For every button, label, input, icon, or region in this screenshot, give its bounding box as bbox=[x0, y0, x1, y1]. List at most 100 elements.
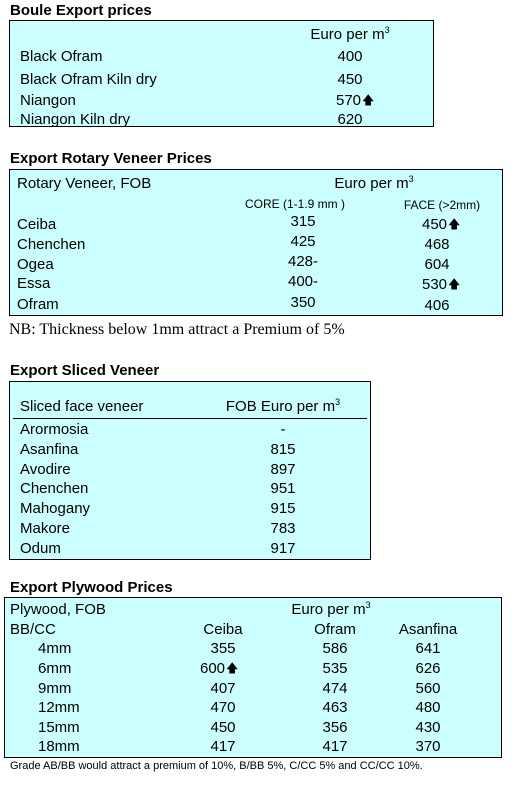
rotary-row-face: 468 bbox=[424, 236, 450, 253]
sliced-row-price: 815 bbox=[270, 441, 296, 458]
rotary-title: Export Rotary Veneer Prices bbox=[10, 150, 212, 167]
boule-unit-sup: 3 bbox=[384, 25, 390, 35]
rotary-row-face: 450 bbox=[422, 216, 448, 233]
sliced-col2-header: FOB Euro per m3 bbox=[226, 397, 340, 416]
sliced-row-name: Mahogany bbox=[20, 500, 91, 517]
rotary-row-name: Essa bbox=[17, 275, 51, 292]
sliced-title: Export Sliced Veneer bbox=[10, 362, 160, 379]
boule-row-price: 620 bbox=[337, 111, 363, 128]
boule-table: Euro per m3 Black Ofram 400 Black Ofram … bbox=[9, 20, 434, 128]
sliced-row-price: 897 bbox=[270, 461, 296, 478]
plywood-note: Grade AB/BB would attract a premium of 1… bbox=[10, 760, 423, 772]
rotary-note: NB: Thickness below 1mm attract a Premiu… bbox=[9, 321, 345, 338]
rotary-row-face: 530 bbox=[422, 276, 448, 293]
sliced-col1-header: Sliced face veneer bbox=[20, 398, 144, 415]
rotary-row-face: 406 bbox=[424, 297, 450, 314]
sliced-header-divider bbox=[13, 418, 367, 419]
plywood-row-asanfina: 370 bbox=[415, 738, 441, 755]
rotary-unit-header: Euro per m3 bbox=[334, 174, 413, 193]
plywood-row-size: 12mm bbox=[38, 699, 80, 716]
rotary-row-name: Ogea bbox=[17, 256, 54, 273]
plywood-row-ceiba: 417 bbox=[210, 738, 236, 755]
plywood-row-ofram: 463 bbox=[322, 699, 348, 716]
rotary-unit-text: Euro per m bbox=[334, 175, 409, 192]
sliced-row-name: Arormosia bbox=[20, 421, 89, 438]
rotary-row-face: 604 bbox=[424, 256, 450, 273]
plywood-unit-text: Euro per m bbox=[291, 601, 366, 618]
boule-row-price: 450 bbox=[337, 71, 363, 88]
up-arrow-icon: 🡅 bbox=[448, 277, 461, 291]
rotary-row-name: Chenchen bbox=[17, 236, 86, 253]
sliced-table: Sliced face veneer FOB Euro per m3 Arorm… bbox=[9, 381, 371, 560]
plywood-row-ceiba-wrap: 600🡅 bbox=[200, 659, 238, 678]
rotary-row-core: 428- bbox=[287, 253, 319, 270]
rotary-core-header: CORE (1-1.9 mm ) bbox=[244, 197, 346, 211]
sliced-row-price: 915 bbox=[270, 500, 296, 517]
boule-row-name: Niangon bbox=[20, 92, 76, 109]
plywood-row-ceiba: 407 bbox=[210, 680, 236, 697]
rotary-row-name: Ceiba bbox=[17, 216, 57, 233]
plywood-unit-header: Euro per m3 bbox=[291, 600, 370, 619]
rotary-row-name: Ofram bbox=[17, 296, 59, 313]
plywood-row-asanfina: 480 bbox=[415, 699, 441, 716]
sliced-col2-sup: 3 bbox=[335, 397, 341, 407]
plywood-row-size: 15mm bbox=[38, 719, 80, 736]
plywood-table: Plywood, FOB Euro per m3 BB/CC Ceiba Ofr… bbox=[4, 597, 502, 758]
plywood-row-ofram: 474 bbox=[322, 680, 348, 697]
rotary-row-core: 315 bbox=[290, 213, 316, 230]
plywood-header: Plywood, FOB bbox=[10, 601, 106, 618]
sliced-row-name: Avodire bbox=[20, 461, 71, 478]
boule-row-price: 570 bbox=[336, 92, 362, 109]
boule-row-price-wrap: 570🡅 bbox=[336, 91, 374, 110]
rotary-row-core: 350 bbox=[290, 294, 316, 311]
plywood-row-asanfina: 641 bbox=[415, 640, 441, 657]
sliced-col2-text: FOB Euro per m bbox=[225, 398, 336, 415]
sliced-row-name: Asanfina bbox=[20, 441, 79, 458]
boule-row-name: Black Ofram bbox=[20, 48, 103, 65]
sliced-row-name: Odum bbox=[20, 540, 61, 557]
sliced-row-price: - bbox=[280, 421, 286, 438]
sliced-row-name: Makore bbox=[20, 520, 71, 537]
plywood-row-size: 4mm bbox=[38, 640, 72, 657]
plywood-row-ofram: 356 bbox=[322, 719, 348, 736]
boule-row-name: Niangon Kiln dry bbox=[20, 111, 131, 128]
plywood-col-header: Ofram bbox=[314, 621, 356, 638]
boule-unit-text: Euro per m bbox=[310, 26, 385, 43]
plywood-row-asanfina: 430 bbox=[415, 719, 441, 736]
plywood-row-ceiba: 600 bbox=[200, 660, 226, 677]
rotary-face-header: FACE (>2mm) bbox=[403, 198, 481, 212]
rotary-row-face-wrap: 530🡅 bbox=[422, 275, 460, 294]
rotary-header: Rotary Veneer, FOB bbox=[17, 175, 152, 192]
boule-unit-header: Euro per m3 bbox=[310, 25, 389, 44]
plywood-row-size: 9mm bbox=[38, 680, 72, 697]
rotary-row-face-wrap: 450🡅 bbox=[422, 215, 460, 234]
sliced-row-name: Chenchen bbox=[20, 480, 89, 497]
up-arrow-icon: 🡅 bbox=[362, 93, 375, 107]
plywood-row-asanfina: 626 bbox=[415, 660, 441, 677]
plywood-row-ceiba: 450 bbox=[210, 719, 236, 736]
up-arrow-icon: 🡅 bbox=[226, 661, 239, 675]
plywood-row-ceiba: 355 bbox=[210, 640, 236, 657]
rotary-table: Rotary Veneer, FOB Euro per m3 CORE (1-1… bbox=[9, 169, 503, 316]
plywood-unit-sup: 3 bbox=[365, 600, 371, 610]
up-arrow-icon: 🡅 bbox=[448, 217, 461, 231]
plywood-grade-label: BB/CC bbox=[10, 621, 56, 638]
plywood-row-size: 18mm bbox=[38, 738, 80, 755]
boule-row-price: 400 bbox=[337, 48, 363, 65]
plywood-title: Export Plywood Prices bbox=[10, 579, 173, 596]
rotary-unit-sup: 3 bbox=[408, 174, 414, 184]
sliced-row-price: 951 bbox=[270, 480, 296, 497]
sliced-row-price: 917 bbox=[270, 540, 296, 557]
plywood-row-ofram: 417 bbox=[322, 738, 348, 755]
rotary-row-core: 425 bbox=[290, 233, 316, 250]
boule-title: Boule Export prices bbox=[10, 2, 152, 19]
plywood-row-ceiba: 470 bbox=[210, 699, 236, 716]
boule-row-name: Black Ofram Kiln dry bbox=[20, 71, 157, 88]
plywood-row-ofram: 535 bbox=[322, 660, 348, 677]
rotary-row-core: 400- bbox=[287, 273, 319, 290]
plywood-row-size: 6mm bbox=[38, 660, 72, 677]
plywood-col-header: Ceiba bbox=[203, 621, 243, 638]
plywood-row-ofram: 586 bbox=[322, 640, 348, 657]
plywood-row-asanfina: 560 bbox=[415, 680, 441, 697]
sliced-row-price: 783 bbox=[270, 520, 296, 537]
